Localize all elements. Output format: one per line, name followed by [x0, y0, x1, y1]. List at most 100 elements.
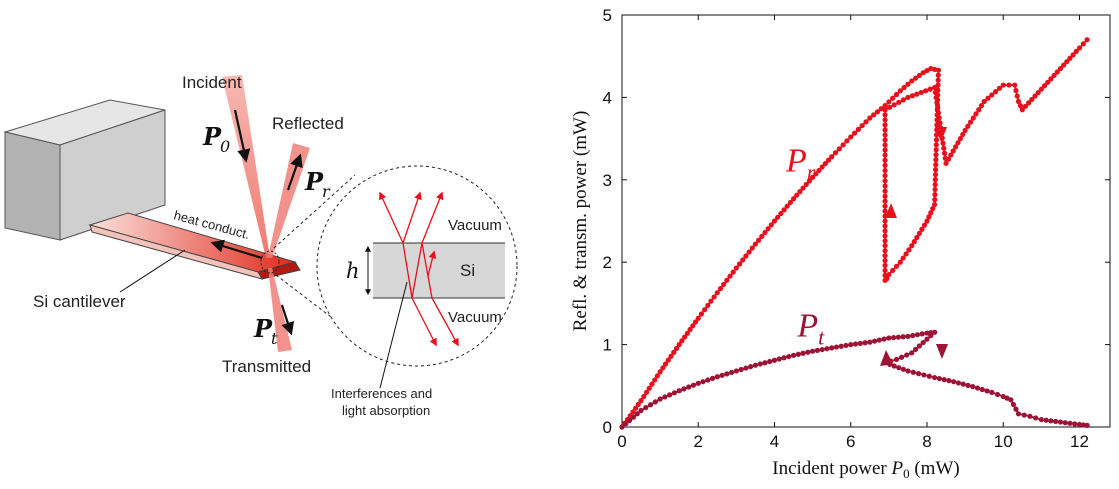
series-point-0: [1017, 103, 1024, 109]
series-point-0: [882, 162, 888, 168]
transmitted-label: Transmitted: [222, 357, 311, 376]
series-point-0: [740, 257, 746, 263]
series-point-0: [886, 99, 892, 105]
series-point-1: [700, 379, 706, 385]
series-point-0: [882, 152, 888, 158]
interference-label-line1: Interferences and: [331, 386, 432, 401]
series-point-0: [671, 349, 677, 355]
series-point-1: [743, 365, 749, 371]
series-point-0: [1006, 82, 1012, 88]
series-point-0: [1026, 100, 1032, 106]
series-point-0: [935, 67, 942, 73]
series-point-0: [932, 182, 938, 188]
series-point-0: [717, 285, 724, 292]
series-point-0: [1012, 82, 1018, 88]
hysteresis-arrows: [880, 127, 948, 366]
p0-arrow: [233, 109, 251, 163]
series-point-0: [882, 137, 888, 143]
series-point-1: [695, 380, 701, 386]
series-point-0: [905, 81, 911, 87]
series-point-1: [819, 346, 825, 353]
series-point-1: [989, 389, 995, 395]
series-point-0: [926, 214, 932, 220]
series-point-1: [862, 340, 868, 346]
series-point-1: [919, 331, 925, 337]
series-point-0: [882, 238, 888, 244]
series-point-1: [1038, 416, 1044, 423]
series-point-0: [950, 148, 956, 154]
series-point-0: [654, 373, 661, 379]
series-point-0: [1057, 65, 1064, 72]
series-point-1: [932, 329, 938, 335]
series-point-0: [970, 115, 976, 121]
series-point-0: [882, 262, 888, 269]
series-point-1: [833, 344, 840, 350]
series-point-0: [1013, 87, 1019, 94]
series-point-0: [1015, 98, 1022, 105]
series-point-0: [829, 154, 835, 160]
series-point-0: [935, 105, 941, 111]
series-point-1: [800, 350, 806, 356]
series-point-1: [871, 338, 878, 344]
series-point-0: [882, 257, 888, 264]
series-point-0: [832, 150, 839, 156]
series-point-1: [757, 361, 763, 367]
series-point-0: [1045, 79, 1051, 85]
series-point-0: [882, 228, 888, 234]
series-point-0: [903, 251, 909, 257]
series-point-0: [641, 393, 647, 400]
series-point-0: [765, 226, 771, 232]
series-point-0: [935, 72, 941, 78]
series-point-1: [905, 368, 911, 374]
series-point-0: [736, 261, 743, 267]
si-slab: [373, 243, 505, 298]
series-point-1: [634, 411, 640, 417]
series-point-0: [941, 150, 948, 156]
series-point-1: [805, 349, 811, 355]
y-axis-label: Refl. & transm. power (mW): [570, 111, 591, 332]
series-point-0: [633, 405, 639, 411]
series-point-1: [857, 340, 863, 346]
series-point-0: [662, 361, 669, 367]
series-point-1: [705, 377, 711, 383]
series-point-0: [882, 107, 888, 113]
series-point-0: [882, 243, 888, 249]
series-point-1: [662, 394, 668, 400]
series-point-0: [1054, 69, 1060, 75]
series-point-0: [730, 269, 736, 275]
svg-text:P: P: [253, 314, 273, 343]
series-point-0: [840, 142, 846, 148]
series-point-0: [668, 353, 674, 359]
series-point-0: [945, 156, 952, 162]
reflected-beam: [268, 143, 310, 258]
series-point-1: [843, 342, 849, 349]
series-point-1: [979, 386, 985, 393]
series-point-0: [797, 189, 803, 195]
series-point-0: [649, 381, 655, 387]
series-point-0: [989, 92, 995, 98]
svg-text:t: t: [271, 329, 278, 348]
series-point-0: [813, 171, 819, 177]
series-point-0: [981, 98, 987, 105]
series-point-1: [767, 358, 773, 365]
series-point-0: [660, 365, 666, 371]
series-point-1: [838, 343, 844, 349]
y-tick-label: 4: [603, 88, 612, 107]
svg-text:r: r: [322, 182, 331, 201]
series-point-0: [882, 267, 888, 274]
series-point-0: [978, 103, 985, 109]
series-point-1: [733, 368, 739, 374]
series-point-0: [1035, 89, 1041, 96]
series-point-1: [1015, 411, 1022, 417]
series-point-0: [932, 177, 938, 183]
series-point-0: [673, 345, 680, 352]
series-point-0: [993, 89, 999, 95]
series-point-0: [901, 84, 907, 91]
series-point-0: [933, 162, 939, 168]
series-point-0: [646, 385, 652, 391]
pt-arrow: [280, 304, 295, 336]
series-point-1: [951, 379, 957, 385]
series-point-0: [905, 94, 911, 100]
series-point-0: [874, 109, 881, 115]
